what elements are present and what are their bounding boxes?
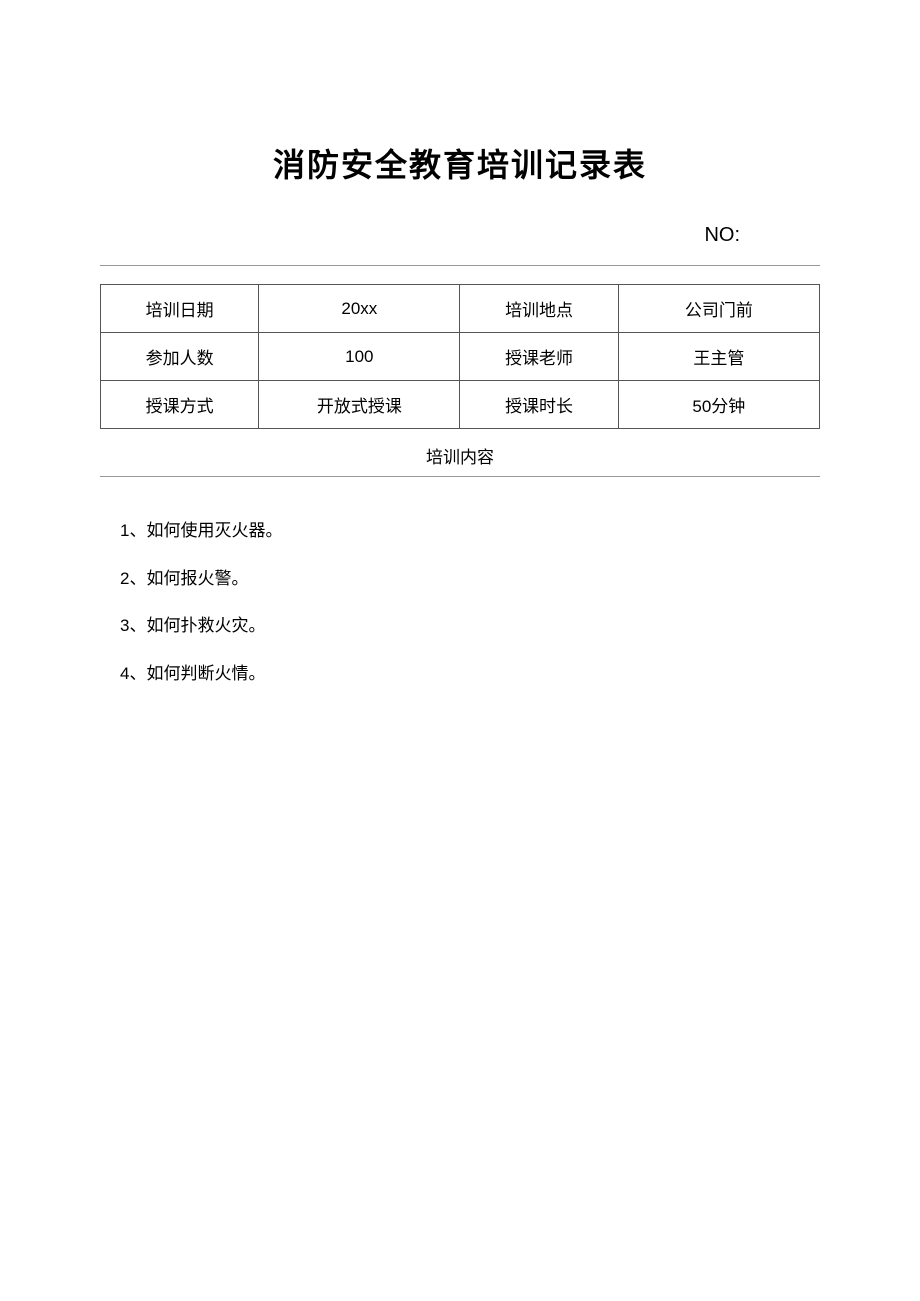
cell-label: 培训地点 xyxy=(460,285,618,333)
page-title: 消防安全教育培训记录表 xyxy=(100,140,820,186)
list-item: 4、如何判断火情。 xyxy=(120,650,820,698)
cell-label: 授课老师 xyxy=(460,333,618,381)
cell-label: 参加人数 xyxy=(101,333,259,381)
table-row: 培训日期 20xx 培训地点 公司门前 xyxy=(101,285,820,333)
document-page: 消防安全教育培训记录表 NO: 培训日期 20xx 培训地点 公司门前 参加人数… xyxy=(0,0,920,697)
list-item: 3、如何扑救火灾。 xyxy=(120,602,820,650)
cell-label: 培训日期 xyxy=(101,285,259,333)
cell-value: 100 xyxy=(259,333,460,381)
table-row: 参加人数 100 授课老师 王主管 xyxy=(101,333,820,381)
cell-label: 授课时长 xyxy=(460,381,618,429)
section-header: 培训内容 xyxy=(100,429,820,477)
content-list: 1、如何使用灭火器。 2、如何报火警。 3、如何扑救火灾。 4、如何判断火情。 xyxy=(100,477,820,697)
cell-value: 王主管 xyxy=(618,333,819,381)
cell-value: 20xx xyxy=(259,285,460,333)
cell-value: 公司门前 xyxy=(618,285,819,333)
info-table: 培训日期 20xx 培训地点 公司门前 参加人数 100 授课老师 王主管 授课… xyxy=(100,284,820,429)
table-row: 授课方式 开放式授课 授课时长 50分钟 xyxy=(101,381,820,429)
divider-top xyxy=(100,265,820,266)
cell-value: 开放式授课 xyxy=(259,381,460,429)
cell-label: 授课方式 xyxy=(101,381,259,429)
list-item: 1、如何使用灭火器。 xyxy=(120,507,820,555)
cell-value: 50分钟 xyxy=(618,381,819,429)
number-label: NO: xyxy=(100,224,820,247)
list-item: 2、如何报火警。 xyxy=(120,555,820,603)
